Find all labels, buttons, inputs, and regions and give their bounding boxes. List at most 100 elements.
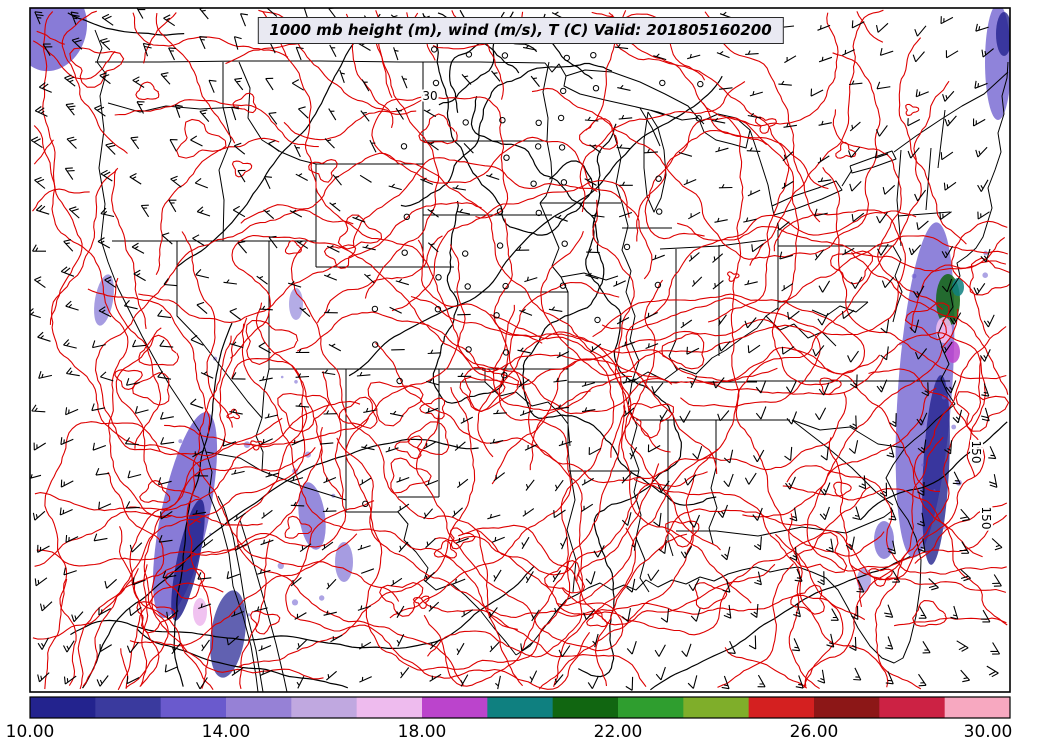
wind-barb (258, 644, 272, 652)
wind-barb (322, 507, 337, 512)
temperature-contour (155, 137, 280, 276)
wind-barb (157, 309, 172, 319)
wind-barb (746, 147, 761, 152)
wind-barb (30, 136, 43, 149)
wind-barb (71, 611, 84, 623)
wind-barb (524, 276, 538, 283)
boundary-line (937, 109, 946, 169)
wind-barb (819, 506, 830, 521)
wind-barb (849, 181, 862, 192)
boundary-line (484, 381, 571, 447)
wind-barb (42, 43, 53, 56)
wind-barb (745, 50, 759, 55)
temperature-contour (951, 220, 1008, 339)
calm-wind-circle (659, 79, 666, 87)
colorbar-segment (814, 697, 880, 718)
wind-barb (881, 276, 895, 288)
wind-barb (63, 339, 77, 349)
wind-barb (140, 204, 150, 218)
wind-barb (585, 571, 596, 585)
wind-barb (169, 139, 178, 152)
colorbar-segment (30, 697, 96, 718)
colorbar-tick-label: 26.00 (790, 722, 839, 742)
wind-barb (132, 76, 145, 88)
shading-speckle (280, 375, 284, 379)
wind-barb (942, 90, 955, 102)
boundary-line (239, 519, 288, 692)
calm-wind-circle (496, 242, 504, 249)
wind-barb (192, 510, 207, 515)
wind-barb (592, 633, 599, 648)
wind-barb (718, 340, 731, 352)
boundary-line (893, 71, 1009, 153)
wind-barb (876, 81, 891, 90)
wind-barb (973, 282, 986, 295)
temperature-contour-loop (250, 610, 281, 635)
colorbar-segment (683, 697, 750, 718)
temperature-contour-loop (463, 367, 520, 412)
temperature-contour (36, 426, 323, 567)
wind-barb (456, 642, 465, 656)
wind-barb (288, 280, 302, 288)
wind-barb (680, 545, 693, 559)
temperature-contour-loop (175, 118, 227, 159)
wind-barb (461, 609, 474, 618)
wind-barb (34, 106, 48, 117)
wind-barb (581, 503, 594, 512)
wind-barb (981, 48, 994, 58)
shading-blob (171, 499, 205, 621)
wind-barb (584, 116, 599, 122)
height-contour (67, 12, 185, 36)
wind-barb (131, 242, 145, 254)
wind-barb (298, 106, 309, 119)
wind-barb (826, 633, 835, 648)
wind-barb (425, 538, 436, 549)
calm-wind-circle (434, 306, 442, 313)
wind-barb (650, 109, 664, 116)
wind-barb (921, 382, 929, 397)
wind-barb (887, 540, 896, 555)
wind-barb (960, 568, 971, 582)
wind-barb (587, 676, 599, 690)
wind-barb (429, 673, 442, 682)
wind-barb (160, 72, 171, 85)
wind-barb (395, 107, 404, 120)
wind-barb (456, 208, 471, 215)
temperature-contour (283, 96, 509, 219)
temperature-contour (914, 502, 1008, 564)
temperature-contour (458, 524, 776, 626)
colorbar-segment (226, 697, 292, 718)
wind-barb (35, 204, 50, 215)
wind-barb (917, 439, 927, 454)
wind-barb (817, 177, 832, 183)
wind-barb (161, 232, 173, 245)
wind-barb (395, 278, 409, 286)
wind-barb (63, 239, 74, 252)
wind-barb (941, 278, 953, 293)
wind-barb (886, 443, 895, 458)
wind-barb (452, 578, 466, 585)
wind-barb (452, 507, 463, 518)
wind-barb (99, 644, 112, 653)
temperature-contour-loop (912, 600, 948, 627)
wind-barb (653, 53, 667, 61)
wind-barb (428, 601, 440, 612)
wind-barb (323, 476, 337, 484)
colorbar-tick-label: 14.00 (202, 722, 251, 742)
temperature-contour (782, 485, 1008, 626)
wind-barb (629, 446, 638, 460)
temperature-contour (492, 304, 591, 412)
wind-barb (688, 211, 701, 220)
wind-barb (263, 209, 275, 220)
wind-barb (977, 179, 989, 192)
wind-barb (645, 343, 659, 350)
temperature-contour (540, 231, 821, 408)
wind-barb (653, 512, 662, 527)
wind-barb (880, 319, 890, 334)
temperature-contour (140, 564, 149, 687)
wind-barb (779, 251, 793, 260)
wind-barb (548, 306, 563, 312)
wind-barb (617, 84, 631, 91)
temperature-contour (508, 281, 847, 484)
wind-barb (260, 438, 273, 445)
